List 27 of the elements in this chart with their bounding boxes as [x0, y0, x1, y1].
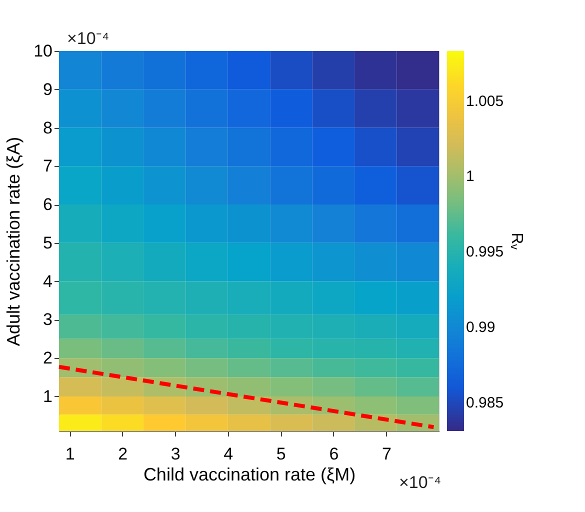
x-tick-label: 4	[224, 444, 234, 464]
x-tick-label: 2	[118, 444, 128, 464]
color-bar-label: 0.995	[466, 244, 504, 261]
color-bar-title: Rᵥ	[508, 232, 525, 250]
color-bar-label: 1.005	[466, 92, 504, 110]
y-tick-label: 3	[43, 310, 52, 330]
x-tick-label: 7	[382, 444, 392, 464]
y-axis-title: Adult vaccination rate (ξA)	[4, 136, 24, 346]
y-tick-label: 8	[43, 118, 52, 138]
x-axis-title: Child vaccination rate (ξM)	[143, 464, 356, 484]
x-tick-label: 6	[329, 444, 339, 464]
y-tick-label: 6	[43, 195, 52, 214]
text: ×10⁻⁴	[399, 473, 442, 492]
y-tick-label: 5	[43, 233, 52, 252]
y-tick-label: 1	[43, 386, 52, 406]
color-bar-label: 1	[466, 168, 474, 186]
text: ×10⁻⁴	[67, 29, 110, 48]
color-bar-label: 0.985	[466, 394, 504, 412]
x-tick-label: 1	[65, 444, 75, 464]
y-tick-label: 4	[43, 272, 52, 291]
y-tick-label: 9	[43, 80, 52, 99]
y-tick-label: 2	[43, 348, 52, 368]
x-tick-label: 5	[276, 444, 286, 464]
y-tick-label: 10	[34, 42, 52, 60]
x-tick-label: 3	[170, 444, 180, 464]
y-tick-label: 7	[43, 156, 52, 176]
color-bar-label: 0.99	[466, 318, 496, 336]
